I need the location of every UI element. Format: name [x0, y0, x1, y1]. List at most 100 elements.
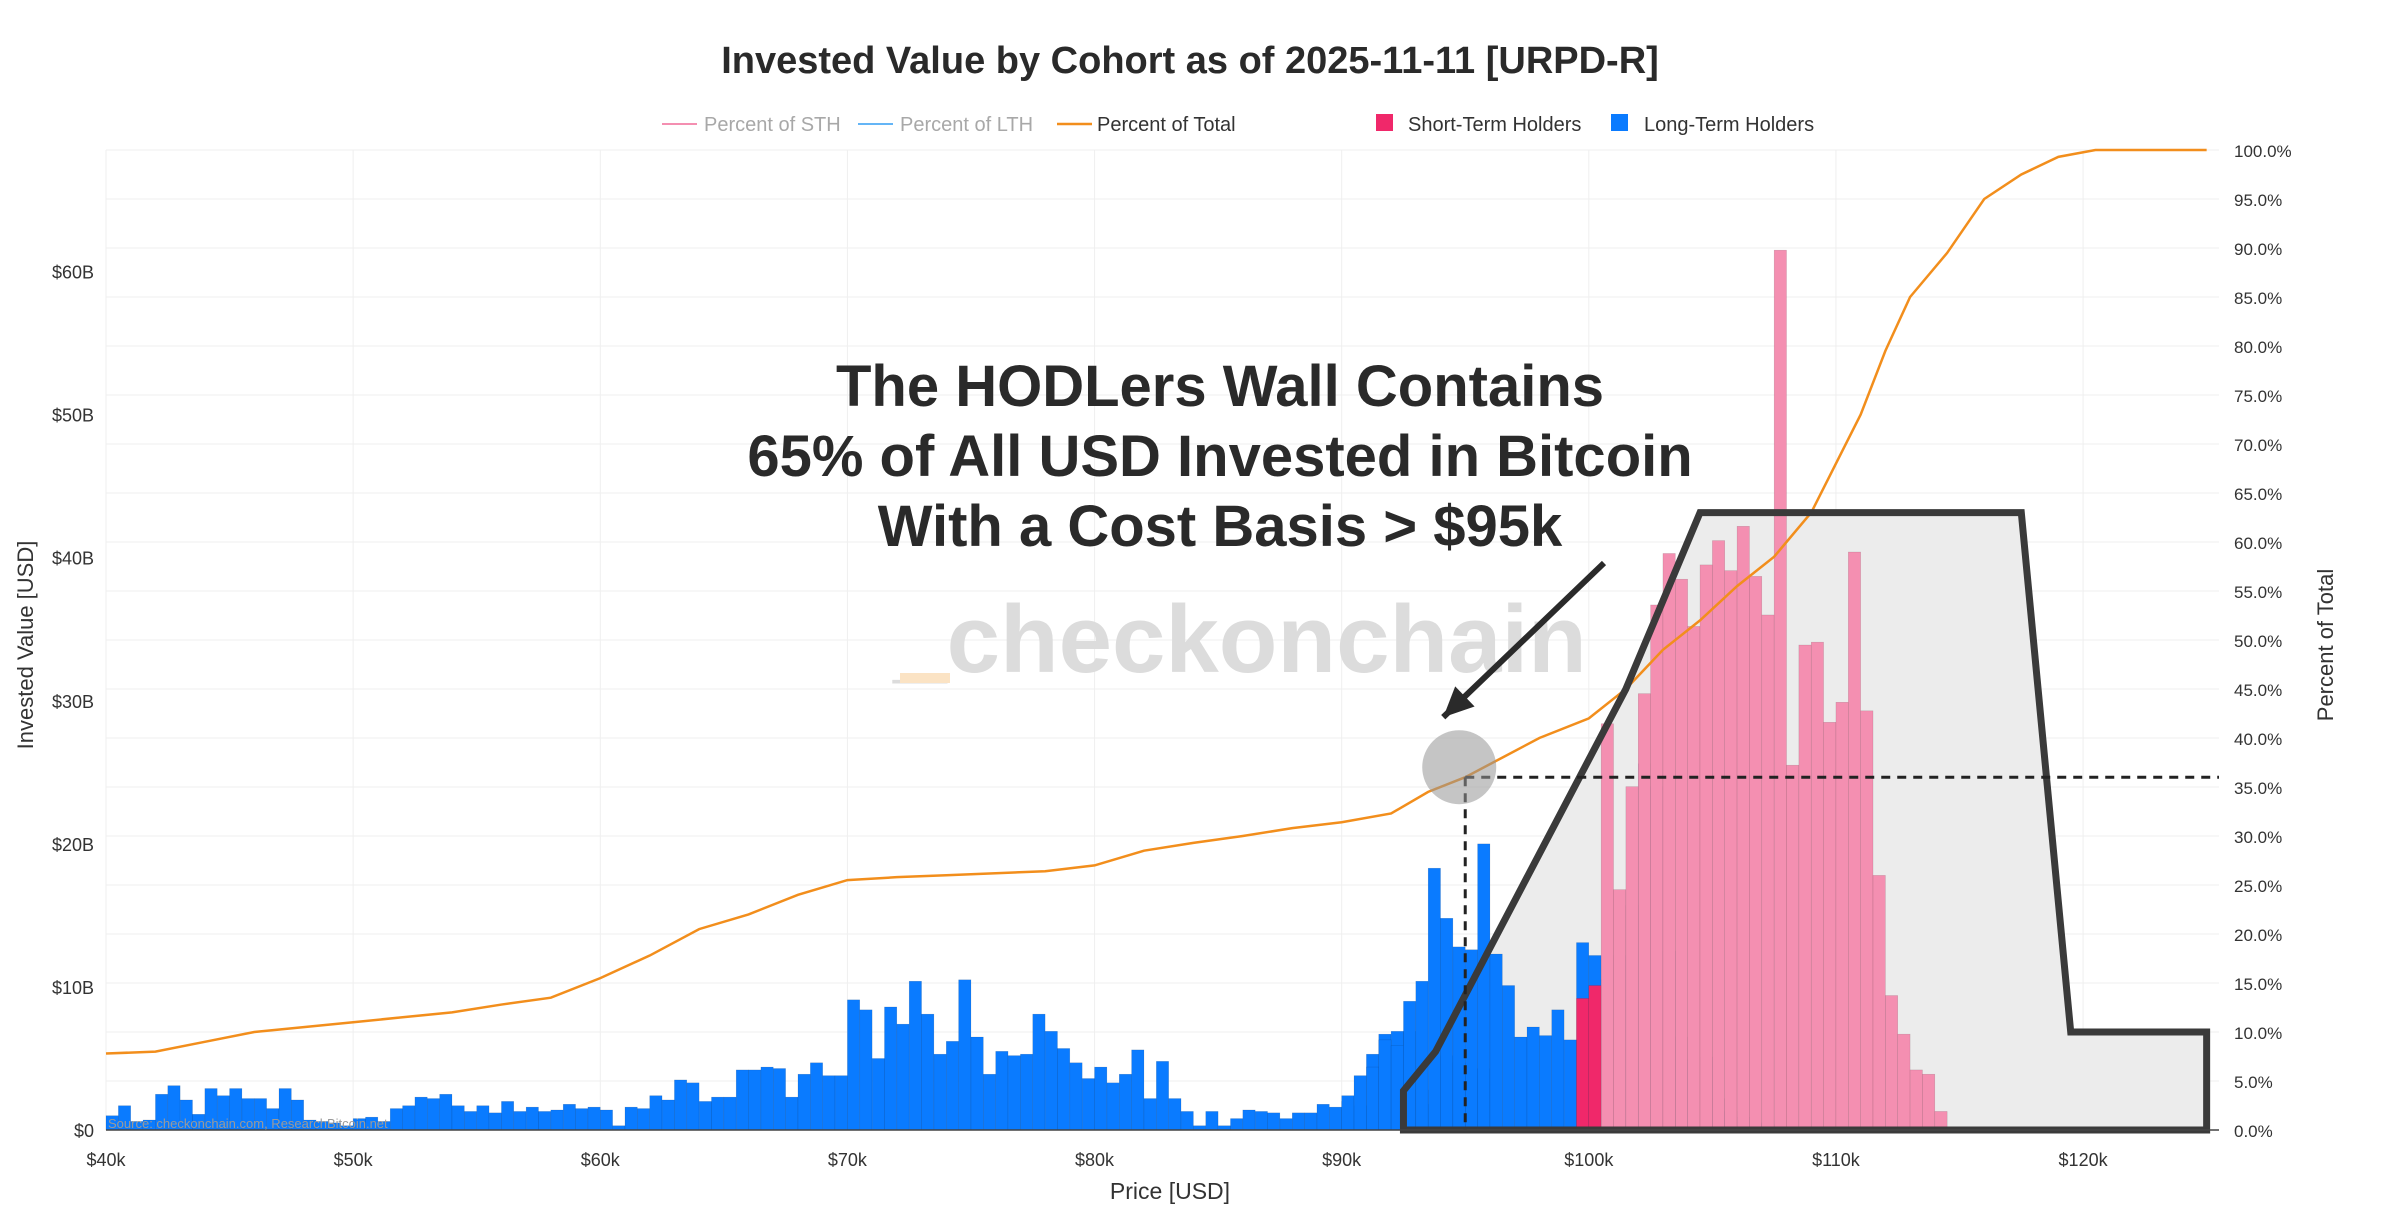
bar-long-term-holders [1242, 1109, 1256, 1131]
bar-long-term-holders [785, 1096, 799, 1131]
bar-long-term-holders [797, 1073, 811, 1131]
bar-long-term-holders [389, 1108, 403, 1131]
y-tick-label: $10B [52, 978, 94, 998]
bar-short-term-holders [1922, 1073, 1936, 1131]
bar-long-term-holders [1032, 1013, 1046, 1131]
bar-short-term-holders [1699, 564, 1713, 1131]
bar-short-term-holders [1798, 644, 1812, 1131]
bar-short-term-holders [1885, 995, 1898, 1131]
bar-long-term-holders [946, 1041, 959, 1131]
bar-long-term-holders [1563, 1039, 1577, 1131]
bar-long-term-holders [550, 1109, 564, 1131]
bar-long-term-holders [1254, 1111, 1268, 1131]
annotation-line-2: 65% of All USD Invested in Bitcoin [747, 424, 1692, 489]
legend-label-percent-total[interactable]: Percent of Total [1097, 114, 1236, 136]
x-tick-label: $120k [2059, 1150, 2109, 1170]
bar-long-term-holders [488, 1112, 502, 1131]
bar-long-term-holders [1452, 946, 1466, 1131]
bar-long-term-holders [1119, 1073, 1132, 1131]
y2-tick-label: 75.0% [2234, 387, 2282, 406]
x-tick-label: $40k [86, 1150, 126, 1170]
bar-short-term-holders [1786, 764, 1800, 1131]
bar-short-term-holders [1687, 626, 1701, 1131]
bar-long-term-holders [896, 1023, 910, 1131]
bar-long-term-holders [933, 1053, 947, 1131]
y-tick-label: $50B [52, 406, 94, 426]
bar-long-term-holders [1329, 1106, 1342, 1131]
legend-label-percent-lth[interactable]: Percent of LTH [900, 114, 1033, 136]
bar-long-term-holders [513, 1111, 527, 1131]
y2-tick-label: 85.0% [2234, 289, 2282, 308]
bar-long-term-holders [686, 1082, 700, 1131]
percent-line-layer [105, 148, 2207, 1055]
bar-long-term-holders [637, 1108, 650, 1131]
y2-tick-label: 55.0% [2234, 583, 2282, 602]
chart-title: Invested Value by Cohort as of 2025-11-1… [721, 40, 1659, 82]
bar-long-term-holders [1316, 1103, 1330, 1131]
y2-tick-label: 20.0% [2234, 926, 2282, 945]
y-tick-label: $20B [52, 835, 94, 855]
bar-short-term-holders [1736, 526, 1750, 1131]
y-tick-label: $60B [52, 263, 94, 283]
bar-long-term-holders [661, 1099, 675, 1131]
x-tick-label: $60k [581, 1150, 621, 1170]
bar-long-term-holders [439, 1093, 453, 1131]
bar-long-term-holders [1551, 1009, 1565, 1131]
bar-long-term-holders [760, 1066, 774, 1131]
x-tick-label: $70k [828, 1150, 868, 1170]
source-note: Source: checkonchain.com, ResearchBitcoi… [108, 1116, 388, 1131]
bar-long-term-holders [674, 1079, 688, 1131]
bar-long-term-holders [587, 1106, 601, 1131]
bar-long-term-holders [1205, 1111, 1219, 1131]
legend-label-percent-sth[interactable]: Percent of STH [704, 114, 841, 136]
bar-long-term-holders [1489, 953, 1503, 1131]
bar-short-term-holders [1810, 641, 1824, 1131]
legend-label-lth[interactable]: Long-Term Holders [1644, 114, 1814, 136]
bar-long-term-holders [1353, 1075, 1367, 1131]
y2-tick-label: 70.0% [2234, 436, 2282, 455]
x-tick-label: $90k [1322, 1150, 1362, 1170]
bar-long-term-holders [773, 1068, 786, 1131]
bar-short-term-holders [1909, 1069, 1923, 1131]
chart-legend: Percent of STH Percent of LTH Percent of… [662, 114, 1814, 136]
bar-long-term-holders [1341, 1095, 1355, 1131]
y2-tick-label: 15.0% [2234, 975, 2282, 994]
bar-long-term-holders [649, 1095, 663, 1131]
bar-long-term-holders [983, 1073, 996, 1131]
bar-short-term-holders [1650, 604, 1664, 1131]
bar-long-term-holders [908, 980, 922, 1131]
bar-long-term-holders [958, 979, 972, 1131]
bar-short-term-holders [1749, 576, 1763, 1131]
bar-short-term-holders [1637, 693, 1651, 1131]
y2-tick-label: 90.0% [2234, 240, 2282, 259]
y-tick-label: $40B [52, 549, 94, 569]
y2-tick-label: 10.0% [2234, 1024, 2282, 1043]
y2-tick-label: 50.0% [2234, 632, 2282, 651]
bar-short-term-holders [1724, 570, 1738, 1131]
bar-long-term-holders [921, 1013, 935, 1131]
bar-long-term-holders [1304, 1112, 1318, 1131]
annotation-line-3: With a Cost Basis > $95k [878, 494, 1563, 559]
y2-tick-label: 60.0% [2234, 534, 2282, 553]
bar-long-term-holders [427, 1098, 440, 1131]
bar-long-term-holders [1168, 1098, 1182, 1131]
y2-tick-label: 25.0% [2234, 877, 2282, 896]
y2-axis-title: Percent of Total [2313, 569, 2338, 721]
bar-long-term-holders [859, 1009, 873, 1131]
watermark-text: _checkonchain [892, 586, 1587, 693]
bar-long-term-holders [414, 1096, 428, 1131]
y2-tick-label: 30.0% [2234, 828, 2282, 847]
y2-tick-label: 45.0% [2234, 681, 2282, 700]
bar-long-term-holders [476, 1105, 490, 1131]
x-axis-title: Price [USD] [1110, 1178, 1230, 1204]
bar-long-term-holders [1378, 1039, 1392, 1131]
legend-label-sth[interactable]: Short-Term Holders [1408, 114, 1581, 136]
y-tick-label: $0 [74, 1121, 94, 1141]
bar-short-term-holders [1848, 551, 1861, 1131]
bar-long-term-holders [1267, 1112, 1281, 1131]
bar-long-term-holders [810, 1062, 823, 1131]
x-tick-label: $110k [1812, 1150, 1861, 1170]
bar-short-term-holders [1860, 710, 1874, 1131]
bar-long-term-holders [562, 1103, 576, 1131]
